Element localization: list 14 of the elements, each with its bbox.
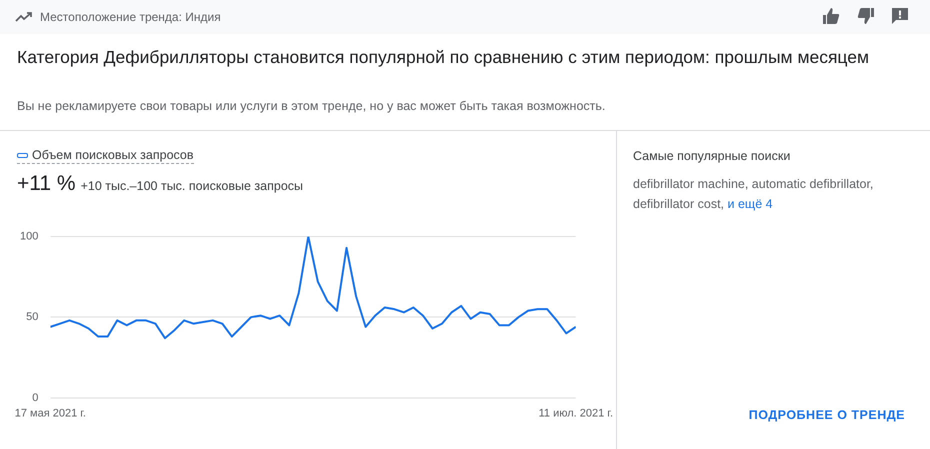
text: +11 %: [17, 172, 76, 196]
text: ПОДРОБНЕЕ О ТРЕНДЕ: [748, 408, 905, 422]
legend-label: Объем поисковых запросов: [17, 148, 194, 164]
y-tick-label: 100: [20, 230, 38, 243]
y-tick-label: 0: [32, 392, 38, 404]
text: и ещё 4: [728, 197, 773, 211]
chart-title: Категория Дефибрилляторы становится популярной по сравнению с этим периодом: прошлым месяцем: [17, 46, 870, 69]
y-tick-label: 50: [26, 311, 38, 324]
text: Местоположение тренда: Индия: [40, 10, 221, 24]
text: +10 тыс.–100 тыс. поисковые запросы: [80, 179, 304, 193]
x-tick-label: 17 мая 2021 г.: [14, 407, 86, 420]
chart-subtitle: Вы не рекламируете свои товары или услуги в этом тренде, но у вас может быть такая возможность.: [17, 99, 606, 113]
x-tick-label: 11 июл. 2021 г.: [538, 407, 614, 420]
text: Самые популярные поиски: [633, 149, 790, 163]
